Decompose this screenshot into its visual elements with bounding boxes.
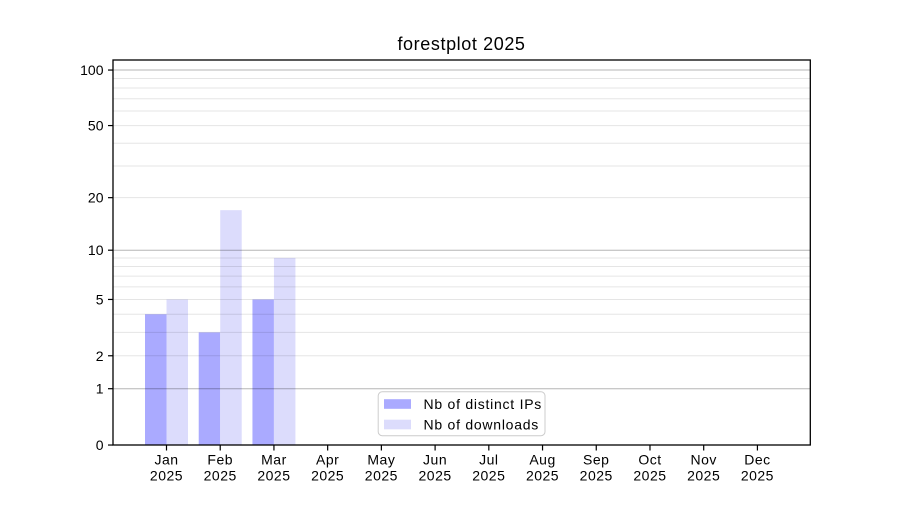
svg-text:1: 1 — [96, 381, 104, 397]
svg-text:100: 100 — [80, 62, 104, 78]
svg-text:2025: 2025 — [472, 468, 505, 484]
svg-text:Nb of downloads: Nb of downloads — [424, 416, 540, 432]
svg-text:Mar: Mar — [261, 452, 287, 468]
svg-text:Jul: Jul — [479, 452, 498, 468]
svg-text:Oct: Oct — [638, 452, 661, 468]
svg-text:2025: 2025 — [365, 468, 398, 484]
svg-text:Dec: Dec — [744, 452, 770, 468]
svg-text:Nov: Nov — [690, 452, 716, 468]
svg-text:forestplot 2025: forestplot 2025 — [397, 34, 525, 54]
svg-text:Sep: Sep — [583, 452, 609, 468]
svg-text:2: 2 — [96, 348, 104, 364]
svg-text:2025: 2025 — [257, 468, 290, 484]
svg-text:0: 0 — [96, 437, 104, 453]
svg-text:2025: 2025 — [580, 468, 613, 484]
svg-text:Jun: Jun — [423, 452, 447, 468]
svg-text:2025: 2025 — [741, 468, 774, 484]
svg-text:20: 20 — [88, 190, 104, 206]
svg-text:2025: 2025 — [633, 468, 666, 484]
svg-text:Apr: Apr — [316, 452, 339, 468]
svg-text:2025: 2025 — [150, 468, 183, 484]
svg-text:50: 50 — [88, 118, 104, 134]
svg-text:5: 5 — [96, 291, 104, 307]
svg-text:2025: 2025 — [311, 468, 344, 484]
svg-text:Aug: Aug — [529, 452, 555, 468]
svg-text:2025: 2025 — [687, 468, 720, 484]
svg-text:2025: 2025 — [419, 468, 452, 484]
svg-text:10: 10 — [88, 242, 104, 258]
svg-text:Jan: Jan — [154, 452, 178, 468]
svg-text:Nb of distinct IPs: Nb of distinct IPs — [424, 396, 543, 412]
svg-text:Feb: Feb — [207, 452, 233, 468]
svg-text:2025: 2025 — [526, 468, 559, 484]
svg-text:May: May — [367, 452, 395, 468]
svg-text:2025: 2025 — [204, 468, 237, 484]
